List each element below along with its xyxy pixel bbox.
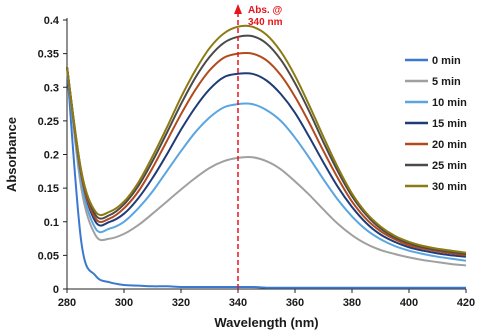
x-tick-label: 360 [286,297,304,309]
x-tick-label: 400 [400,297,418,309]
series-line-30-min [66,24,467,254]
legend: 0 min 5 min 10 min 15 min 20 min 25 min 30 min [405,55,467,193]
legend-label-0-min: 0 min [432,55,461,67]
legend-label-20-min: 20 min [432,139,467,151]
x-tick-label: 340 [229,297,247,309]
y-tick-label: 0 [53,284,59,296]
y-tick-label: 0.35 [38,49,59,61]
legend-label-25-min: 25 min [432,160,467,172]
legend-label-30-min: 30 min [432,181,467,193]
x-tick-label: 320 [172,297,190,309]
series-line-15-min [66,66,467,258]
y-tick-label: 0.1 [44,217,59,229]
series-line-25-min [66,34,467,255]
y-tick-label: 0.05 [38,250,59,262]
annotation-arrow-head [234,4,242,14]
y-tick-labels: 0 0.05 0.1 0.15 0.2 0.25 0.3 0.35 0.4 [38,15,60,296]
y-tick-label: 0.2 [44,150,59,162]
series-line-5-min [66,66,467,267]
legend-label-5-min: 5 min [432,76,461,88]
series-lines [66,24,467,289]
annotation-label-line2: 340 nm [248,17,283,28]
annotation: Abs. @ 340 nm [234,4,283,289]
x-tick-label: 420 [457,297,475,309]
y-tick-label: 0.15 [38,183,59,195]
x-axis-title: Wavelength (nm) [214,315,318,330]
annotation-label-line1: Abs. @ [248,5,282,16]
x-tick-label: 280 [58,297,76,309]
x-tick-labels: 280 300 320 340 360 380 400 420 [58,297,475,309]
series-line-10-min [66,66,467,262]
legend-label-15-min: 15 min [432,118,467,130]
y-tick-label: 0.4 [44,15,60,27]
y-axis-title: Absorbance [4,117,19,192]
x-tick-label: 380 [343,297,361,309]
axes [63,18,467,293]
y-tick-label: 0.25 [38,116,59,128]
x-tick-label: 300 [115,297,133,309]
series-line-0-min [66,67,466,289]
series-line-20-min [66,51,467,257]
legend-label-10-min: 10 min [432,97,467,109]
y-tick-label: 0.3 [44,82,59,94]
